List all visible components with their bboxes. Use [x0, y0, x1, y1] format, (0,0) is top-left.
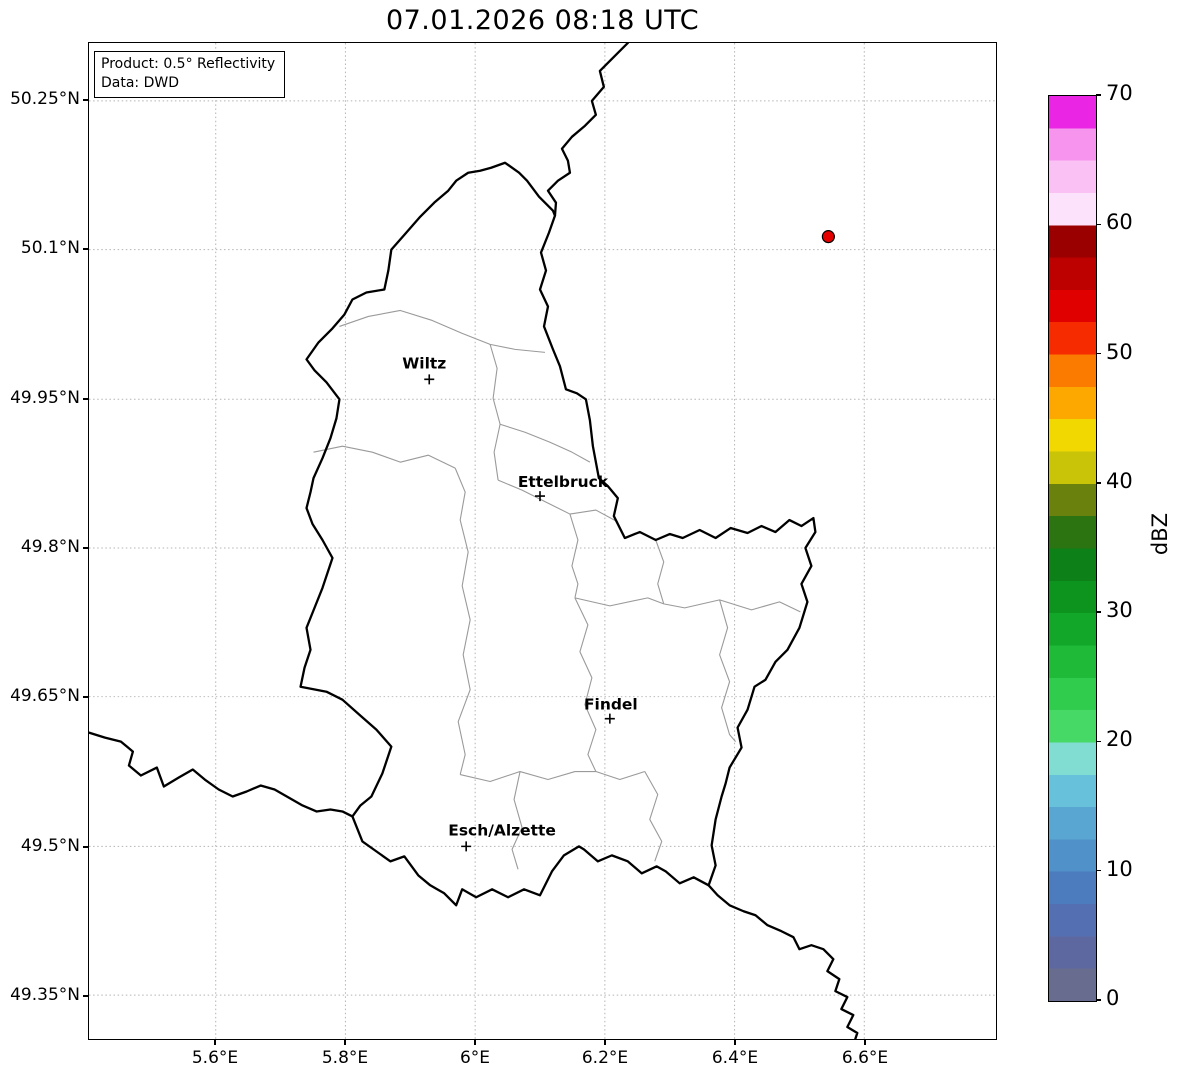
- y-axis-tick-label: 50.25°N: [10, 89, 80, 109]
- country-border: [89, 731, 354, 818]
- city-label: Wiltz: [402, 354, 446, 372]
- city-label: Ettelbruck: [518, 473, 609, 491]
- district-border: [497, 479, 619, 523]
- x-axis-tick-label: 6°E: [459, 1048, 491, 1068]
- y-axis-tick: [83, 547, 88, 549]
- product-annotation-line: Product: 0.5° Reflectivity: [101, 56, 276, 72]
- colorbar-tick: [1096, 223, 1101, 226]
- x-axis-tick-label: 6.4°E: [711, 1048, 759, 1068]
- y-axis-tick: [83, 846, 88, 848]
- district-border: [511, 771, 523, 870]
- colorbar-tick: [1096, 94, 1101, 96]
- colorbar-tick: [1096, 869, 1101, 872]
- y-axis-tick-label: 49.8°N: [20, 537, 80, 557]
- country-border: [299, 161, 817, 907]
- city-marker: [461, 841, 472, 852]
- x-axis-tick: [864, 1040, 866, 1045]
- x-axis-tick-label: 6.6°E: [841, 1048, 889, 1068]
- x-axis-tick-label: 5.8°E: [321, 1048, 369, 1068]
- city-label: Findel: [584, 696, 638, 714]
- y-axis-tick: [83, 99, 88, 101]
- y-axis-tick: [83, 995, 88, 997]
- x-axis-tick: [734, 1040, 736, 1045]
- colorbar-tick-label: 0: [1106, 986, 1120, 1010]
- colorbar-tick-label: 70: [1106, 81, 1133, 105]
- radar-echo-dot: [821, 230, 835, 244]
- district-border: [339, 309, 546, 353]
- district-border: [499, 423, 591, 463]
- figure-title: 07.01.2026 08:18 UTC: [385, 5, 700, 36]
- product-annotation-box: Product: 0.5° Reflectivity Data: DWD: [94, 51, 286, 98]
- x-axis-tick: [344, 1040, 346, 1045]
- map-plot-area: Wiltz Ettelbruck Findel Esch/Alzette Produc…: [88, 42, 997, 1040]
- colorbar-tick: [1096, 740, 1101, 743]
- y-axis-tick: [83, 696, 88, 698]
- x-axis-tick-label: 6.2°E: [581, 1048, 629, 1068]
- district-border: [569, 513, 579, 599]
- x-axis-tick: [604, 1040, 606, 1045]
- y-axis-tick-label: 49.35°N: [10, 985, 80, 1005]
- x-axis-tick: [214, 1040, 216, 1045]
- y-axis-tick-label: 49.5°N: [20, 836, 80, 856]
- city-label: Esch/Alzette: [448, 821, 556, 839]
- data-source-annotation-line: Data: DWD: [101, 74, 179, 91]
- colorbar-tick: [1096, 611, 1101, 613]
- district-border: [313, 445, 456, 469]
- colorbar-gradient: [1048, 95, 1097, 1002]
- y-axis-tick-label: 49.95°N: [10, 388, 80, 408]
- district-border: [644, 771, 663, 862]
- colorbar-tick-label: 20: [1106, 727, 1133, 752]
- colorbar-tick-label: 30: [1106, 598, 1133, 623]
- city-marker: [535, 491, 545, 502]
- y-axis-tick-label: 50.1°N: [20, 238, 80, 258]
- colorbar-tick: [1096, 482, 1101, 484]
- x-axis-tick-label: 5.6°E: [191, 1048, 239, 1068]
- city-marker: [604, 713, 615, 724]
- colorbar-tick-label: 10: [1106, 856, 1133, 881]
- y-axis-tick: [83, 248, 88, 250]
- city-marker: [424, 374, 435, 385]
- colorbar-tick-label: 40: [1106, 468, 1133, 493]
- country-border: [546, 43, 629, 217]
- colorbar-tick: [1096, 352, 1101, 355]
- y-axis-tick-label: 49.65°N: [10, 686, 80, 706]
- district-border: [574, 597, 801, 613]
- district-border: [719, 599, 736, 742]
- country-border: [707, 884, 859, 1039]
- colorbar-tick: [1096, 999, 1101, 1001]
- district-border: [460, 770, 645, 783]
- colorbar-tick-label: 50: [1106, 339, 1133, 364]
- y-axis-tick: [83, 398, 88, 400]
- map-canvas: Wiltz Ettelbruck Findel Esch/Alzette: [89, 43, 996, 1039]
- x-axis-tick: [474, 1040, 476, 1045]
- district-border: [574, 597, 597, 772]
- colorbar-axis-label: dBZ: [1148, 513, 1172, 556]
- colorbar-tick-label: 60: [1106, 210, 1133, 235]
- district-border: [489, 344, 501, 481]
- district-border: [454, 467, 471, 775]
- district-border: [655, 539, 665, 605]
